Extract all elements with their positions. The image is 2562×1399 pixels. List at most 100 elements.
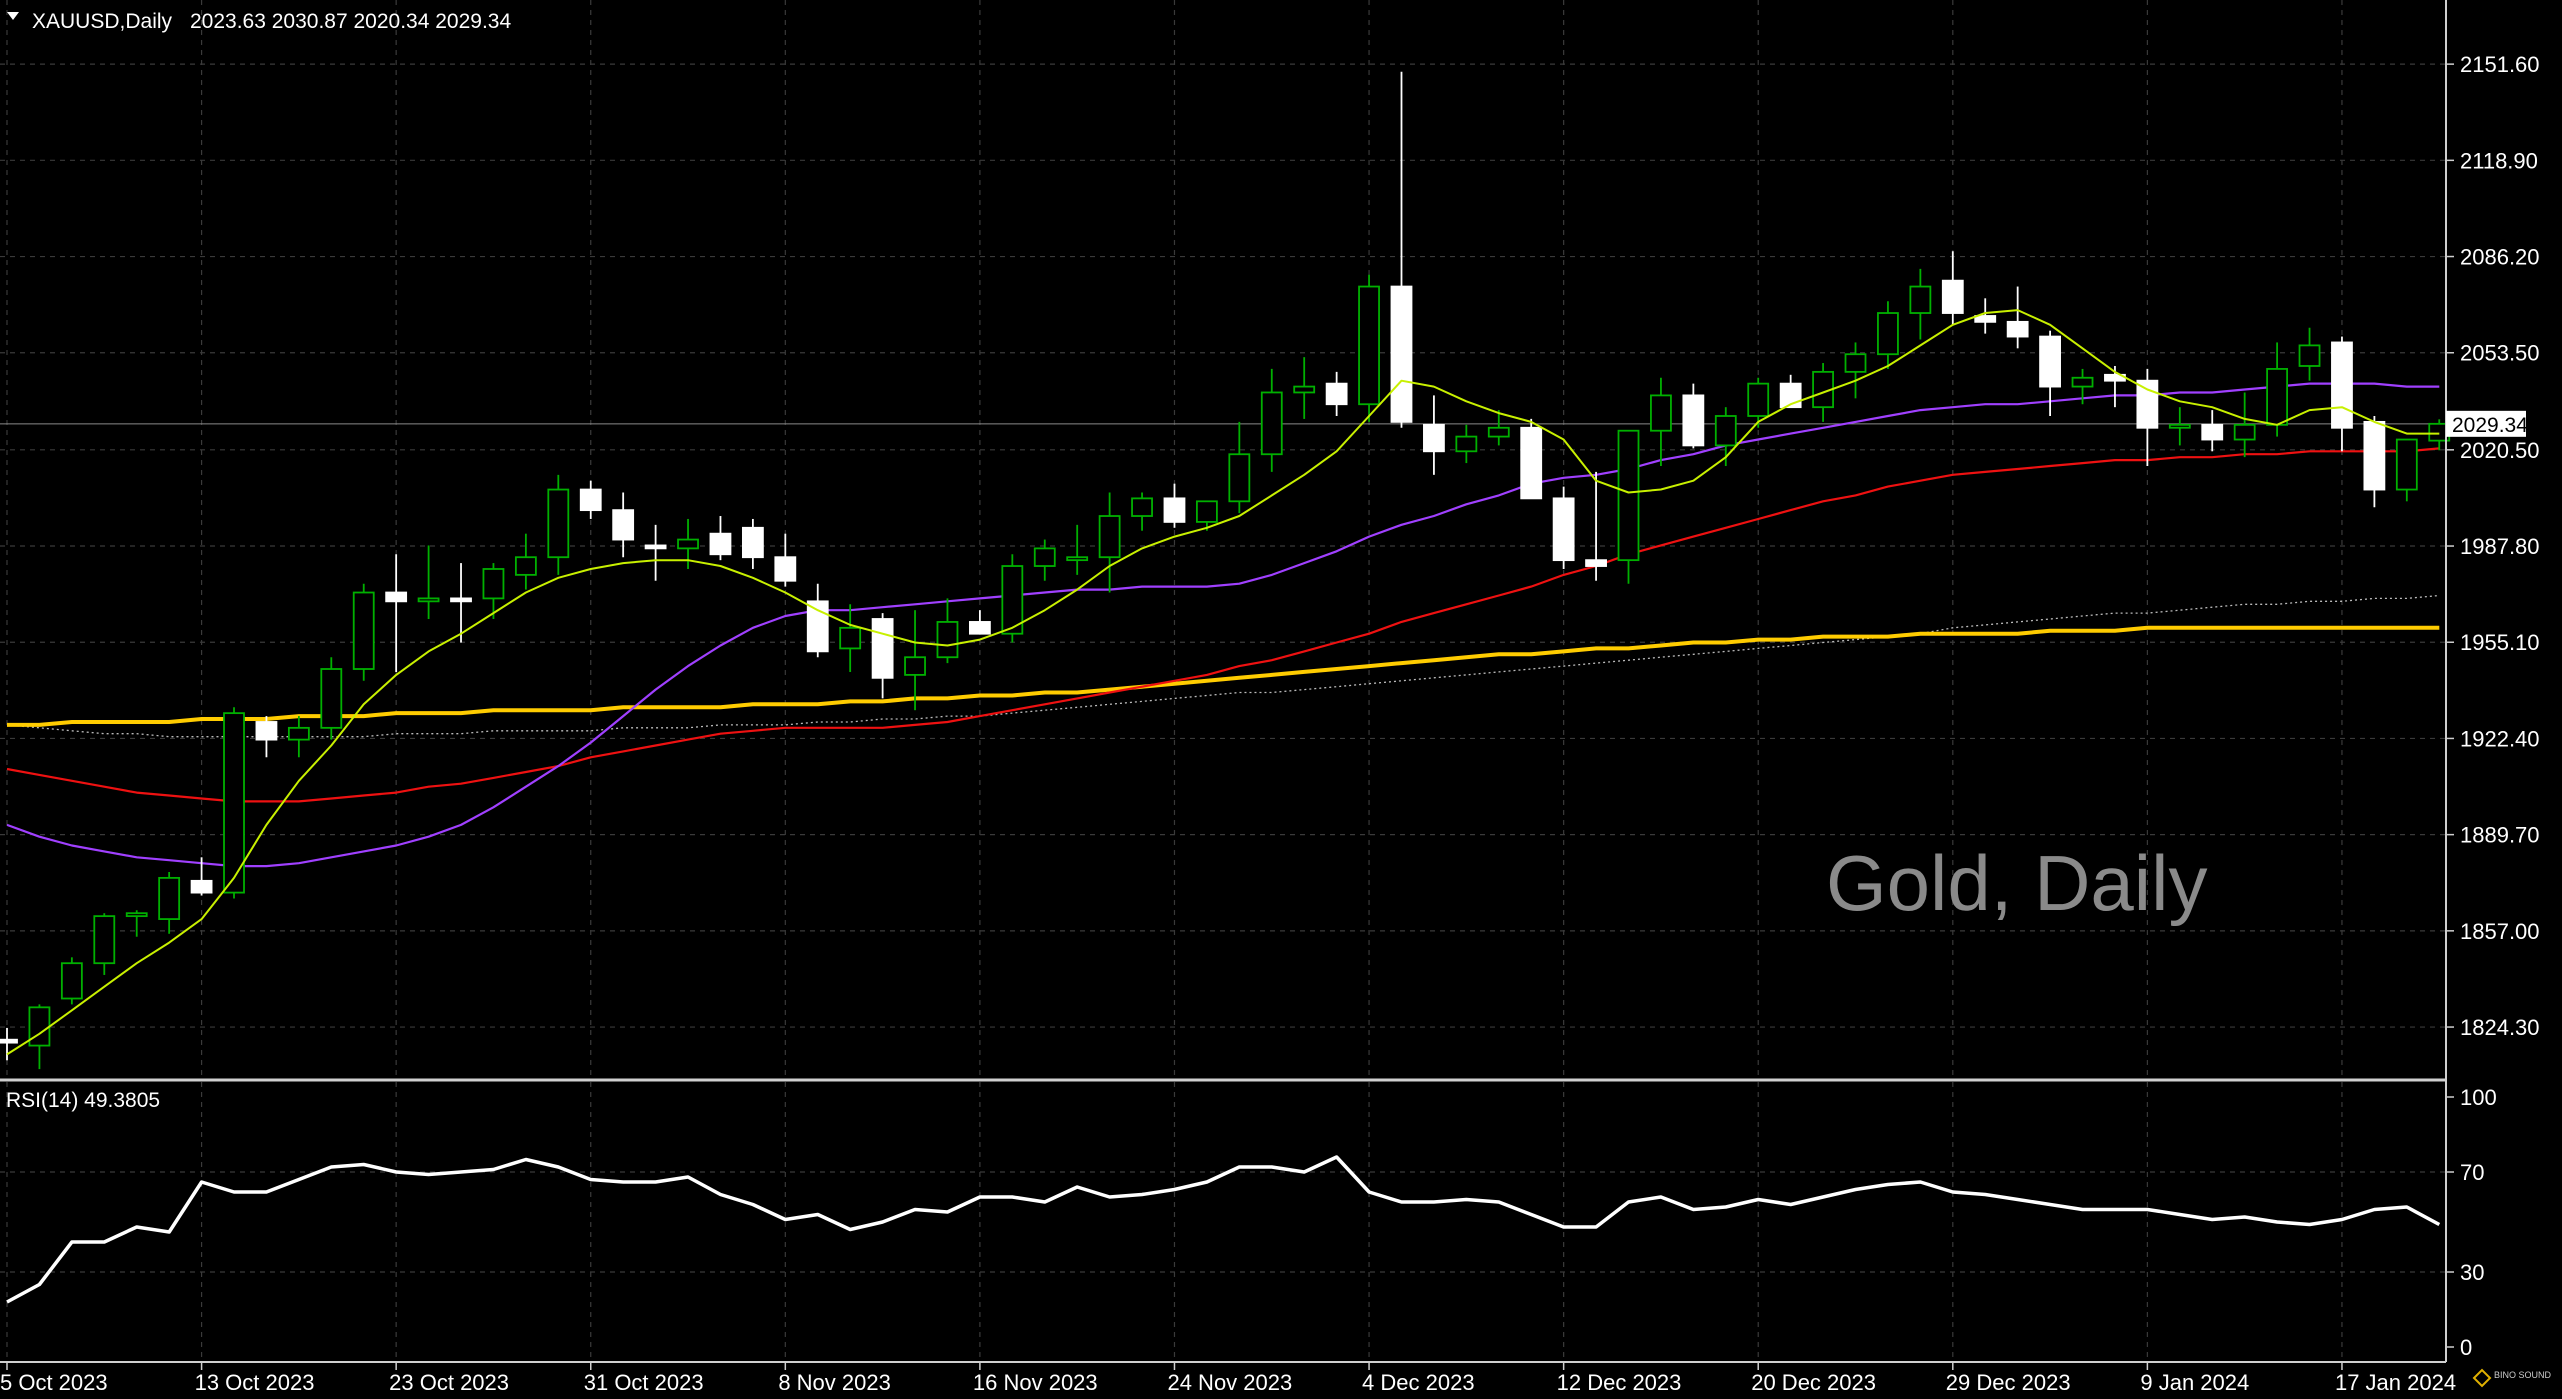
candle-body-bull xyxy=(287,726,310,741)
candle xyxy=(2071,368,2094,405)
logo-text: BINO SOUND xyxy=(2494,1370,2552,1380)
candle-body-bear xyxy=(774,556,797,582)
candle xyxy=(1682,383,1705,449)
candle-body-bull xyxy=(677,538,699,550)
candle-body-bear xyxy=(2006,320,2029,338)
price-tick-label: 1955.10 xyxy=(2460,630,2540,655)
candle-body-bull xyxy=(1650,394,1672,432)
rsi-header: RSI(14) 49.3805 xyxy=(6,1089,160,1112)
candle xyxy=(1260,368,1283,472)
price-tick-label: 2020.50 xyxy=(2460,438,2540,463)
candle xyxy=(871,613,894,699)
candle-body-bull xyxy=(125,912,148,918)
candle-body-bear xyxy=(741,526,764,559)
candle-body-bull xyxy=(1747,382,1770,417)
date-tick-label: 5 Oct 2023 xyxy=(0,1370,108,1395)
candle-body-bull xyxy=(2298,344,2321,367)
candle-body-bear xyxy=(1941,279,1964,314)
candle xyxy=(1974,298,1997,334)
candle-body-bear xyxy=(1390,285,1413,423)
candle-body-bear xyxy=(2039,335,2061,388)
date-tick-label: 17 Jan 2024 xyxy=(2335,1370,2456,1395)
rsi-line xyxy=(6,1155,2441,1304)
candle-body-bear xyxy=(385,591,408,603)
candles xyxy=(0,71,2451,1070)
candle-body-bear xyxy=(2331,341,2353,429)
candle xyxy=(514,533,537,590)
candle-body-bull xyxy=(839,626,862,650)
date-tick-label: 16 Nov 2023 xyxy=(973,1370,1098,1395)
candle xyxy=(1941,251,1964,325)
candle-body-bear xyxy=(806,600,829,653)
candle xyxy=(482,563,505,619)
candle xyxy=(60,957,83,1005)
date-tick-label: 23 Oct 2023 xyxy=(389,1370,509,1395)
collapse-triangle-icon[interactable] xyxy=(7,12,19,20)
price-tick-label: 1987.80 xyxy=(2460,534,2540,559)
candle xyxy=(839,604,862,672)
price-tick-label: 2118.90 xyxy=(2460,148,2538,173)
candle-body-bear xyxy=(871,618,894,679)
candle-body-bull xyxy=(2071,376,2094,388)
candle xyxy=(352,583,375,681)
candle-body-bull xyxy=(1617,429,1640,562)
candle xyxy=(223,707,245,899)
date-tick-label: 9 Jan 2024 xyxy=(2140,1370,2249,1395)
candle xyxy=(417,545,440,619)
candle-body-bear xyxy=(1682,394,1705,447)
price-tick-label: 2086.20 xyxy=(2460,245,2540,270)
candle-body-bull xyxy=(1033,547,1056,567)
date-tick-label: 29 Dec 2023 xyxy=(1946,1370,2071,1395)
rsi-tick-label: 70 xyxy=(2460,1160,2484,1185)
candle xyxy=(1001,554,1024,643)
candle-body-bear xyxy=(450,597,472,603)
ma-dotted-series xyxy=(6,594,2440,738)
broker-logo: BINO SOUND xyxy=(2472,1368,2552,1388)
candle-body-bull xyxy=(1098,515,1121,559)
candle-body-bull xyxy=(1877,312,1899,356)
candle xyxy=(1779,374,1802,409)
candle-body-bull xyxy=(936,621,959,659)
date-tick-label: 4 Dec 2023 xyxy=(1362,1370,1475,1395)
candle xyxy=(1877,301,1899,369)
candle xyxy=(1390,71,1413,428)
candle-body-bull xyxy=(1066,556,1089,562)
candle xyxy=(741,518,764,569)
candle-body-bear xyxy=(1325,382,1348,406)
candle xyxy=(2331,336,2353,452)
ma-fast-line xyxy=(6,309,2440,1056)
candle xyxy=(1487,410,1510,446)
candle xyxy=(644,524,667,581)
candle xyxy=(255,716,278,758)
ma200-series xyxy=(7,625,2440,727)
candle xyxy=(1066,524,1089,575)
candle xyxy=(158,872,181,934)
price-tick-label: 2151.60 xyxy=(2460,52,2540,77)
candle-body-bull xyxy=(514,556,537,576)
candle-body-bear xyxy=(2136,379,2159,429)
candle-body-bull xyxy=(352,591,375,670)
ma-slow-line xyxy=(6,447,2440,803)
candle xyxy=(774,533,797,587)
candle xyxy=(1098,492,1121,593)
date-tick-label: 13 Oct 2023 xyxy=(195,1370,315,1395)
chart-symbol: XAUUSD,Daily xyxy=(32,10,173,33)
rsi-tick-label: 100 xyxy=(2460,1085,2497,1110)
candle xyxy=(2298,327,2321,381)
candle xyxy=(0,1027,18,1061)
candle xyxy=(1552,486,1575,569)
candle xyxy=(1650,377,1672,467)
candle xyxy=(1131,492,1153,531)
date-tick-label: 24 Nov 2023 xyxy=(1167,1370,1292,1395)
candle-body-bull xyxy=(2168,423,2191,429)
candle-body-bear xyxy=(579,488,602,512)
candle xyxy=(2395,438,2418,502)
price-tick-label: 1824.30 xyxy=(2460,1015,2540,1040)
candle xyxy=(1844,342,1867,399)
candle xyxy=(1455,424,1478,464)
candle xyxy=(2168,407,2191,446)
candle xyxy=(2136,368,2159,467)
